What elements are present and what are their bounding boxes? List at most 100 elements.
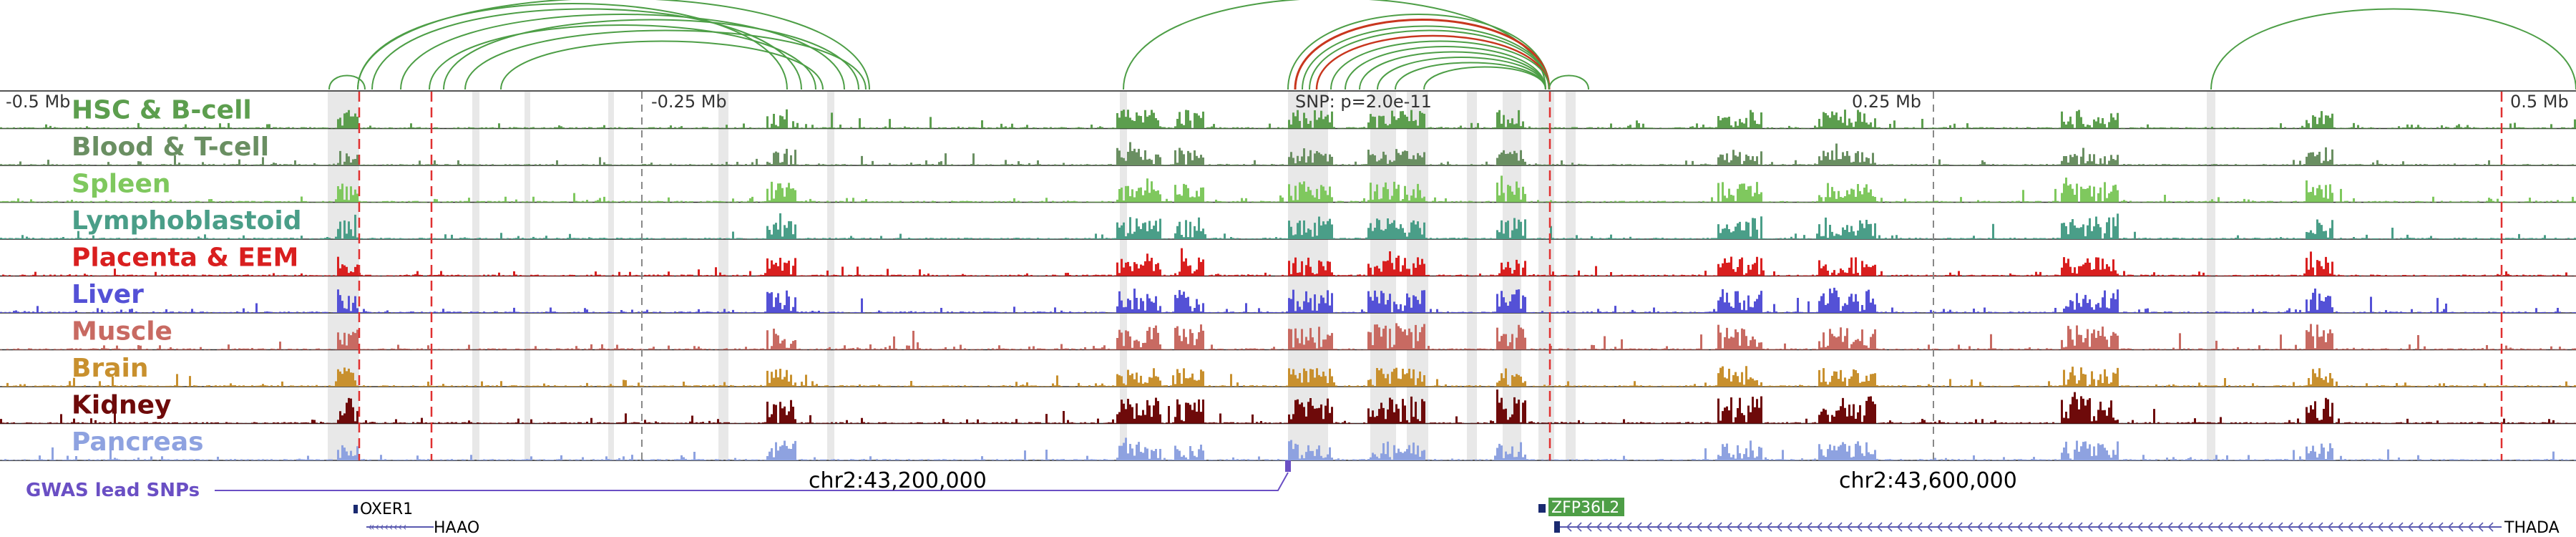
snp-pvalue-label: SNP: p=2.0e-11	[1295, 92, 1432, 112]
interaction-arc	[1330, 40, 1550, 90]
scale-lines	[641, 92, 1934, 460]
track-signal-0	[0, 109, 2576, 129]
strand-arrow	[2247, 522, 2253, 532]
strand-arrow	[2447, 522, 2454, 532]
gene-zfp36l2-marker[interactable]	[1538, 504, 1546, 513]
interaction-arcs	[328, 0, 2576, 90]
strand-arrow	[1636, 522, 1642, 532]
gwas-lead-snp-marker[interactable]	[1285, 460, 1291, 472]
scale-label-minus-quarter: -0.25 Mb	[651, 92, 727, 112]
scale-label-minus-half: -0.5 Mb	[6, 92, 70, 112]
interaction-arc	[1287, 14, 1550, 90]
strand-arrow	[1706, 522, 1712, 532]
strand-arrow	[1866, 522, 1873, 532]
strand-arrow	[2477, 522, 2484, 532]
strand-arrow	[1846, 522, 1853, 532]
strand-arrow	[2287, 522, 2293, 532]
track-label-4: Placenta & EEM	[72, 243, 298, 273]
strand-arrow	[1816, 522, 1823, 532]
strand-arrow	[1876, 522, 1883, 532]
strand-arrow	[2397, 522, 2404, 532]
strand-arrow	[2117, 522, 2123, 532]
strand-arrow	[1946, 522, 1953, 532]
strand-arrow	[1996, 522, 2003, 532]
coord-label-right: chr2:43,600,000	[1839, 468, 2017, 493]
gene-track: OXER1 «‹‹‹‹‹‹‹ HAAO ZFP36L2 THADA	[353, 498, 2560, 537]
strand-arrow	[2377, 522, 2384, 532]
strand-arrow	[2237, 522, 2243, 532]
track-label-7: Brain	[72, 354, 148, 383]
strand-arrow	[1916, 522, 1923, 532]
signal-tracks	[0, 109, 2576, 461]
track-signal-1	[0, 142, 2576, 165]
strand-arrow	[1826, 522, 1833, 532]
gene-oxer1-marker[interactable]	[353, 505, 358, 513]
strand-arrow	[2277, 522, 2283, 532]
interaction-arc	[357, 0, 870, 90]
gene-label-oxer1[interactable]: OXER1	[360, 500, 413, 518]
strand-arrow	[1746, 522, 1752, 532]
strand-arrow	[2217, 522, 2223, 532]
strand-arrow	[1616, 522, 1622, 532]
strand-arrow	[2467, 522, 2474, 532]
strand-arrow	[2107, 522, 2113, 532]
interaction-arc	[443, 19, 859, 90]
track-label-1: Blood & T-cell	[72, 132, 269, 162]
scale-label-plus-quarter: 0.25 Mb	[1852, 92, 1921, 112]
strand-arrow	[2026, 522, 2033, 532]
strand-arrow	[1566, 522, 1572, 532]
strand-arrow	[1906, 522, 1913, 532]
track-label-5: Liver	[72, 280, 144, 309]
track-label-0: HSC & B-cell	[72, 96, 252, 125]
interaction-arc	[1309, 29, 1550, 90]
strand-arrow	[1986, 522, 1993, 532]
track-label-8: Kidney	[72, 391, 172, 420]
strand-arrow	[2367, 522, 2373, 532]
strand-arrow	[1886, 522, 1893, 532]
gene-label-thada[interactable]: THADA	[2504, 519, 2560, 537]
gene-zfp36l2-highlight[interactable]	[1548, 498, 1624, 516]
track-signal-5	[0, 287, 2576, 313]
gene-label-haao[interactable]: HAAO	[434, 519, 479, 537]
strand-arrow	[2036, 522, 2043, 532]
strand-arrow	[1676, 522, 1682, 532]
strand-arrow	[2157, 522, 2163, 532]
strand-arrow	[2067, 522, 2073, 532]
strand-arrow	[2487, 522, 2494, 532]
scale-label-plus-half: 0.5 Mb	[2510, 92, 2569, 112]
strand-arrow	[1796, 522, 1802, 532]
strand-arrow	[2317, 522, 2323, 532]
gwas-track-label: GWAS lead SNPs	[26, 480, 200, 501]
strand-arrow	[2327, 522, 2333, 532]
interaction-arc	[1294, 19, 1551, 90]
interaction-arc	[1377, 57, 1546, 90]
strand-arrow	[2407, 522, 2414, 532]
strand-arrow	[2127, 522, 2133, 532]
strand-arrow	[1926, 522, 1933, 532]
interaction-arc	[429, 24, 816, 90]
interaction-arc	[1548, 74, 1589, 90]
interaction-arc	[2210, 8, 2576, 90]
gene-thada-strand-arrows	[1566, 522, 2494, 532]
track-label-3: Lymphoblastoid	[72, 206, 302, 236]
interaction-arc	[328, 74, 366, 90]
track-signal-4	[0, 248, 2576, 276]
strand-arrow	[1976, 522, 1983, 532]
strand-arrow	[1666, 522, 1672, 532]
strand-arrow	[2046, 522, 2053, 532]
track-label-6: Muscle	[72, 317, 172, 347]
strand-arrow	[2307, 522, 2313, 532]
strand-arrow	[2016, 522, 2023, 532]
track-signal-8	[0, 390, 2576, 424]
strand-arrow	[2087, 522, 2093, 532]
strand-arrow	[1726, 522, 1732, 532]
strand-arrow	[1966, 522, 1973, 532]
gene-label-zfp36l2[interactable]: ZFP36L2	[1551, 499, 1619, 517]
strand-arrow	[1756, 522, 1762, 532]
strand-arrow	[2197, 522, 2203, 532]
strand-arrow	[1576, 522, 1582, 532]
interaction-arc	[1315, 34, 1551, 90]
strand-arrow	[1626, 522, 1632, 532]
strand-arrow	[1596, 522, 1602, 532]
